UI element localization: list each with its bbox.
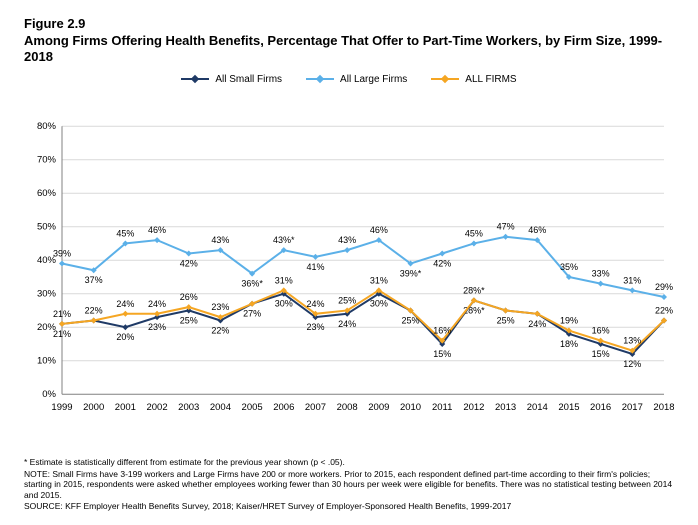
- svg-text:1999: 1999: [51, 402, 72, 413]
- svg-text:2011: 2011: [432, 402, 452, 413]
- svg-text:25%: 25%: [338, 295, 356, 305]
- svg-text:15%: 15%: [592, 348, 610, 358]
- chart-area: 0%10%20%30%40%50%60%70%80%19992000200120…: [24, 89, 674, 451]
- svg-text:45%: 45%: [116, 228, 134, 238]
- svg-text:46%: 46%: [370, 225, 388, 235]
- svg-text:27%: 27%: [243, 308, 261, 318]
- svg-text:2005: 2005: [242, 402, 263, 413]
- svg-text:2018: 2018: [653, 402, 674, 413]
- svg-text:19%: 19%: [560, 315, 578, 325]
- svg-text:36%*: 36%*: [241, 278, 263, 288]
- svg-text:0%: 0%: [42, 389, 56, 400]
- legend: All Small Firms All Large Firms ALL FIRMS: [24, 74, 674, 85]
- svg-text:2003: 2003: [178, 402, 199, 413]
- svg-text:24%: 24%: [116, 298, 134, 308]
- svg-text:2015: 2015: [558, 402, 579, 413]
- legend-swatch: [181, 74, 209, 84]
- svg-text:22%: 22%: [85, 305, 103, 315]
- svg-text:31%: 31%: [370, 275, 388, 285]
- svg-text:35%: 35%: [560, 261, 578, 271]
- svg-text:21%: 21%: [53, 328, 71, 338]
- svg-text:43%*: 43%*: [273, 235, 295, 245]
- svg-text:30%: 30%: [275, 298, 293, 308]
- svg-text:2007: 2007: [305, 402, 326, 413]
- svg-text:24%: 24%: [338, 318, 356, 328]
- legend-swatch: [306, 74, 334, 84]
- svg-text:2014: 2014: [527, 402, 548, 413]
- svg-text:24%: 24%: [306, 298, 324, 308]
- svg-text:70%: 70%: [37, 154, 57, 165]
- svg-text:28%*: 28%*: [463, 285, 485, 295]
- legend-item: All Large Firms: [306, 74, 407, 85]
- svg-text:2001: 2001: [115, 402, 136, 413]
- svg-text:29%: 29%: [655, 282, 673, 292]
- svg-text:25%: 25%: [180, 315, 198, 325]
- legend-swatch: [431, 74, 459, 84]
- svg-text:2013: 2013: [495, 402, 516, 413]
- svg-text:47%: 47%: [497, 221, 515, 231]
- svg-text:41%: 41%: [306, 261, 324, 271]
- figure-number: Figure 2.9: [24, 16, 674, 31]
- figure-container: Figure 2.9 Among Firms Offering Health B…: [0, 0, 698, 525]
- svg-text:31%: 31%: [275, 275, 293, 285]
- svg-text:2002: 2002: [146, 402, 167, 413]
- svg-text:30%: 30%: [37, 288, 57, 299]
- svg-text:39%: 39%: [53, 248, 71, 258]
- svg-text:2004: 2004: [210, 402, 231, 413]
- svg-text:23%: 23%: [306, 322, 324, 332]
- legend-label: All Small Firms: [215, 74, 282, 85]
- svg-text:60%: 60%: [37, 188, 57, 199]
- footnote-line: NOTE: Small Firms have 3-199 workers and…: [24, 469, 674, 501]
- svg-text:25%: 25%: [497, 315, 515, 325]
- svg-text:43%: 43%: [338, 235, 356, 245]
- svg-text:10%: 10%: [37, 355, 57, 366]
- svg-text:2006: 2006: [273, 402, 294, 413]
- svg-text:46%: 46%: [528, 225, 546, 235]
- svg-text:23%: 23%: [211, 302, 229, 312]
- svg-text:16%: 16%: [592, 325, 610, 335]
- svg-text:21%: 21%: [53, 308, 71, 318]
- svg-text:18%: 18%: [560, 338, 578, 348]
- svg-text:24%: 24%: [148, 298, 166, 308]
- line-chart: 0%10%20%30%40%50%60%70%80%19992000200120…: [24, 89, 674, 451]
- svg-text:13%: 13%: [623, 335, 641, 345]
- svg-text:22%: 22%: [655, 305, 673, 315]
- legend-label: All Large Firms: [340, 74, 407, 85]
- svg-text:45%: 45%: [465, 228, 483, 238]
- svg-text:2000: 2000: [83, 402, 104, 413]
- svg-text:43%: 43%: [211, 235, 229, 245]
- footnote-line: SOURCE: KFF Employer Health Benefits Sur…: [24, 501, 674, 512]
- svg-text:24%: 24%: [528, 318, 546, 328]
- figure-title: Among Firms Offering Health Benefits, Pe…: [24, 33, 674, 66]
- svg-text:37%: 37%: [85, 275, 103, 285]
- svg-text:50%: 50%: [37, 221, 57, 232]
- svg-text:16%: 16%: [433, 325, 451, 335]
- svg-text:12%: 12%: [623, 358, 641, 368]
- svg-text:26%: 26%: [180, 292, 198, 302]
- footnote-line: * Estimate is statistically different fr…: [24, 457, 674, 468]
- svg-text:2010: 2010: [400, 402, 421, 413]
- svg-text:42%: 42%: [180, 258, 198, 268]
- svg-text:2008: 2008: [337, 402, 358, 413]
- svg-text:2017: 2017: [622, 402, 643, 413]
- svg-text:2016: 2016: [590, 402, 611, 413]
- svg-text:31%: 31%: [623, 275, 641, 285]
- legend-item: All Small Firms: [181, 74, 282, 85]
- footnotes: * Estimate is statistically different fr…: [24, 457, 674, 513]
- svg-text:23%: 23%: [148, 322, 166, 332]
- svg-text:22%: 22%: [211, 325, 229, 335]
- svg-text:15%: 15%: [433, 348, 451, 358]
- svg-text:42%: 42%: [433, 258, 451, 268]
- svg-text:39%*: 39%*: [400, 268, 422, 278]
- svg-text:2009: 2009: [368, 402, 389, 413]
- legend-item: ALL FIRMS: [431, 74, 516, 85]
- svg-text:2012: 2012: [463, 402, 484, 413]
- legend-label: ALL FIRMS: [465, 74, 516, 85]
- svg-text:30%: 30%: [370, 298, 388, 308]
- svg-text:46%: 46%: [148, 225, 166, 235]
- svg-text:80%: 80%: [37, 121, 57, 132]
- svg-text:20%: 20%: [116, 332, 134, 342]
- svg-text:33%: 33%: [592, 268, 610, 278]
